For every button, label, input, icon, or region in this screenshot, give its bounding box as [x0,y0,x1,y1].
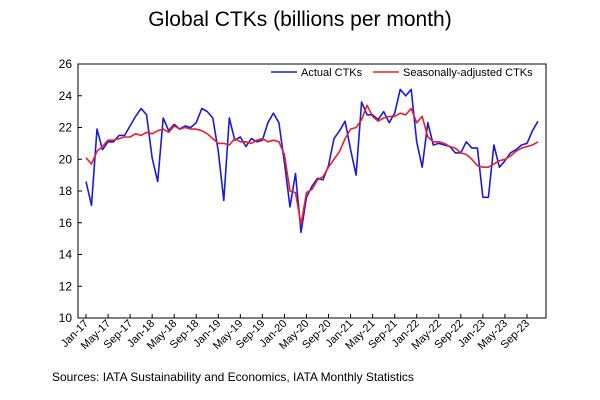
y-tick-label: 14 [59,248,73,262]
legend-label: Seasonally-adjusted CTKs [403,67,533,79]
y-tick-label: 26 [59,57,73,71]
plot-frame [77,63,547,319]
y-tick-label: 20 [59,152,73,166]
chart-series [85,88,539,234]
y-tick-label: 10 [59,311,73,325]
chart-axes: 101214161820222426Jan-17May-17Sep-17Jan-… [59,57,547,352]
legend-label: Actual CTKs [301,67,363,79]
y-tick-label: 22 [59,121,73,135]
seasonally-adjusted-ctks-line [85,104,539,226]
source-note: Sources: IATA Sustainability and Economi… [52,370,414,384]
chart-title: Global CTKs (billions per month) [148,8,452,31]
actual-ctks-line [85,88,539,234]
y-tick-label: 24 [59,89,73,103]
y-tick-label: 12 [59,279,73,293]
chart-legend: Actual CTKs Seasonally-adjusted CTKs [271,67,533,79]
y-tick-label: 18 [59,184,73,198]
y-tick-label: 16 [59,216,73,230]
